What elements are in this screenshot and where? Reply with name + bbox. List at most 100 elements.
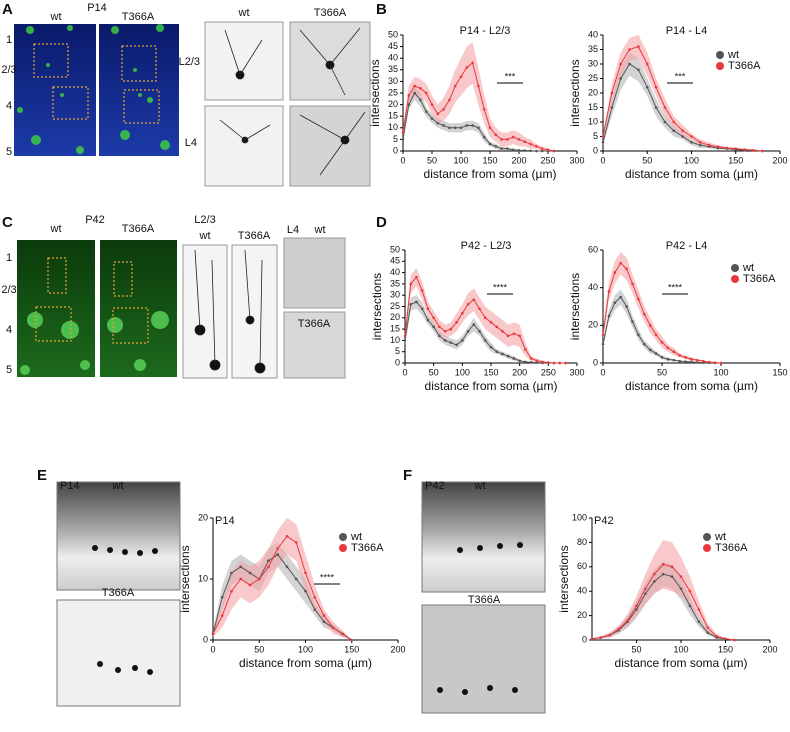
data-point [547,361,550,364]
genotype-label: T366A [314,7,347,19]
data-point [619,77,622,80]
series-line [212,535,353,641]
data-point [341,632,344,636]
y-tick-label: 20 [390,312,400,322]
data-point [488,126,492,130]
data-point [482,107,486,111]
data-point [564,361,567,365]
data-point [645,85,649,89]
data-point [529,357,533,360]
x-tick-label: 300 [569,155,584,165]
data-point [619,62,622,66]
data-point [477,126,480,130]
data-point [413,84,416,88]
y-tick-label: 10 [390,335,400,345]
data-point [688,589,692,593]
data-point [643,342,646,346]
micrograph [204,21,284,101]
x-tick-label: 250 [540,155,555,165]
data-point [628,48,631,51]
genotype-label: wt [238,7,250,19]
data-point [599,636,603,639]
data-point [706,631,709,634]
legend-label: wt [727,49,739,61]
x-tick-label: 150 [772,367,787,377]
data-point [443,339,447,342]
data-point [617,627,620,631]
data-point [500,138,503,141]
data-point [625,305,628,308]
genotype-label: wt [50,223,62,235]
age-label: P14 [60,480,80,492]
data-point [678,359,681,363]
micrograph [56,481,181,591]
data-point [619,295,622,299]
x-axis-label: distance from soma (µm) [239,656,372,670]
cell-signal [17,24,170,154]
layer-label: 2/3 [1,284,16,296]
data-point [644,592,647,595]
data-point [420,307,424,311]
panel-letter: C [2,214,13,231]
data-point [670,575,674,578]
micrograph [14,24,96,156]
data-point [713,361,717,364]
data-point [607,290,611,293]
data-point [407,103,411,106]
data-point [448,98,451,102]
y-axis-label: intersections [568,59,582,126]
y-axis-label: intersections [178,545,192,612]
chart-title: P42 - L4 [666,240,708,252]
data-point [442,124,445,127]
genotype-label: T366A [102,587,135,599]
data-point [690,141,693,144]
y-tick-label: 0 [395,357,400,367]
data-point [436,112,440,116]
micrograph [289,105,371,187]
x-tick-label: 50 [254,644,264,654]
y-tick-label: 50 [388,29,398,39]
y-tick-label: 30 [588,58,598,68]
y-tick-label: 80 [577,537,587,547]
data-point [529,142,532,146]
data-point [401,131,405,134]
legend-label: T366A [743,273,776,285]
y-tick-label: 5 [393,134,398,144]
data-point [239,565,243,569]
layer-label: 2/3 [1,64,16,76]
neuron-sketch [194,249,266,374]
data-point [743,148,746,151]
data-point [294,541,298,544]
data-point [607,314,611,318]
legend-marker [731,264,739,272]
y-tick-label: 0 [582,634,587,644]
significance: *** [505,71,516,81]
data-point [635,604,638,608]
legend-label: wt [714,531,726,543]
error-band [592,539,735,640]
micrograph [231,244,278,379]
y-tick-label: 20 [388,99,398,109]
error-band [603,289,721,363]
x-tick-label: 300 [569,367,584,377]
data-point [517,149,521,152]
legend-label: wt [350,531,362,543]
data-point [313,608,317,611]
chart-title: P42 - L2/3 [461,240,512,252]
x-tick-label: 0 [400,155,405,165]
x-axis-label: distance from soma (µm) [615,656,748,670]
y-tick-label: 0 [593,357,598,367]
data-point [459,126,463,130]
genotype-label: wt [50,11,62,23]
data-point [637,68,640,72]
y-axis-label: intersections [568,273,582,340]
y-axis-label: intersections [370,273,384,340]
y-tick-label: 100 [572,512,587,522]
data-point [466,302,470,306]
data-point [415,275,418,279]
error-band [603,35,763,151]
y-tick-label: 5 [593,131,598,141]
data-point [413,91,416,95]
x-axis-label: distance from soma (µm) [625,167,758,181]
data-point [529,149,532,153]
